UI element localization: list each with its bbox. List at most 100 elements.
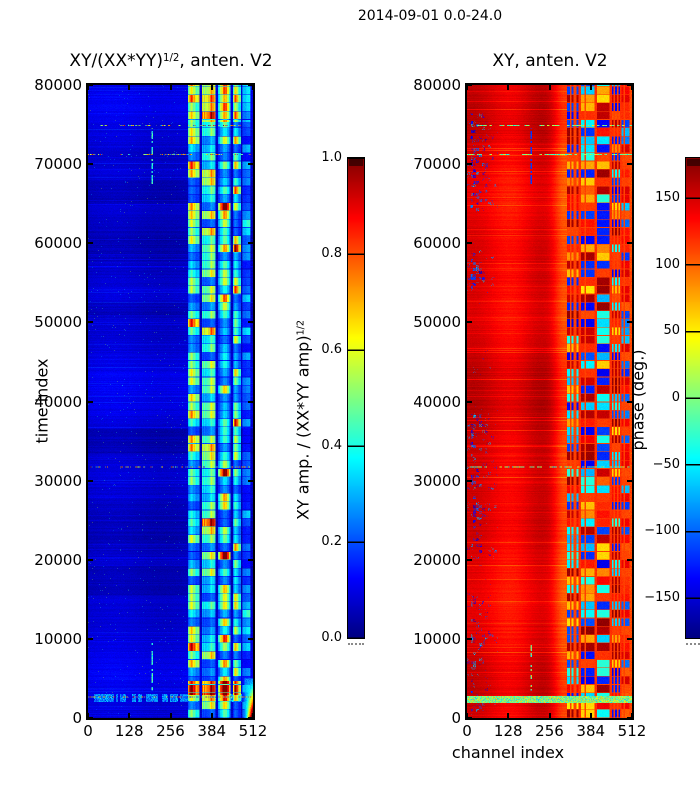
x-tick-mark xyxy=(210,85,213,90)
y-tick-mark xyxy=(627,321,632,324)
x-tick-label: 384 xyxy=(197,722,227,740)
y-tick-label: 70000 xyxy=(413,155,461,174)
y-tick-mark xyxy=(467,242,472,245)
x-tick-mark xyxy=(631,85,632,90)
y-tick-label: 20000 xyxy=(413,550,461,569)
y-tick-mark xyxy=(467,558,472,561)
y-tick-mark xyxy=(627,717,632,718)
x-tick-mark xyxy=(467,713,468,718)
left-plot-title-rest: , anten. V2 xyxy=(179,51,273,71)
y-tick-label: 40000 xyxy=(34,392,82,411)
x-tick-mark xyxy=(548,713,551,718)
y-tick-mark xyxy=(88,242,93,245)
y-tick-label: 30000 xyxy=(34,471,82,490)
y-tick-mark xyxy=(248,85,253,86)
y-tick-mark xyxy=(467,85,472,86)
y-tick-mark xyxy=(627,85,632,86)
colorbar-tick-label: 100 xyxy=(655,256,680,272)
x-tick-mark xyxy=(507,85,510,90)
y-tick-label: 30000 xyxy=(413,471,461,490)
colorbar-tick-label: 0.8 xyxy=(321,246,342,261)
y-tick-mark xyxy=(627,163,632,166)
colorbar-tick-label: 0.2 xyxy=(321,534,342,549)
colorbar-tick-label: 0 xyxy=(671,390,680,405)
y-tick-mark xyxy=(627,637,632,640)
y-tick-mark xyxy=(627,558,632,561)
left-colorbar xyxy=(347,157,365,639)
colorbar-tick-label: −100 xyxy=(644,523,680,539)
y-tick-label: 50000 xyxy=(413,313,461,332)
x-tick-label: 0 xyxy=(462,722,472,740)
y-tick-mark xyxy=(88,558,93,561)
x-tick-label: 512 xyxy=(238,722,268,740)
x-tick-mark xyxy=(88,713,89,718)
y-tick-mark xyxy=(627,242,632,245)
y-tick-label: 60000 xyxy=(413,234,461,253)
y-tick-mark xyxy=(467,400,472,403)
colorbar-tick-label: −150 xyxy=(644,590,680,605)
y-tick-mark xyxy=(467,163,472,166)
right-plot-title: XY, anten. V2 xyxy=(492,51,608,71)
right-heatmap-image xyxy=(467,85,632,718)
y-tick-label: 0 xyxy=(72,709,82,727)
x-tick-mark xyxy=(210,713,213,718)
y-tick-mark xyxy=(467,321,472,324)
x-tick-label: 256 xyxy=(156,722,185,740)
x-tick-label: 384 xyxy=(576,722,606,740)
y-tick-mark xyxy=(248,321,253,324)
y-tick-mark xyxy=(88,85,93,86)
x-tick-label: 512 xyxy=(617,722,647,740)
y-tick-mark xyxy=(627,400,632,403)
y-tick-label: 50000 xyxy=(34,313,82,332)
colorbar-tick-label: 0.0 xyxy=(321,630,342,645)
x-tick-mark xyxy=(467,85,468,90)
y-tick-mark xyxy=(88,637,93,640)
right-heatmap-axes xyxy=(465,83,634,720)
left-plot-title-superscript: 1/2 xyxy=(163,52,180,64)
y-tick-mark xyxy=(88,717,93,718)
x-tick-mark xyxy=(252,85,253,90)
left-heatmap-image xyxy=(88,85,253,718)
y-tick-mark xyxy=(88,163,93,166)
colorbar-tick-label: 150 xyxy=(655,190,680,205)
left-colorbar-under-dots xyxy=(348,643,364,645)
left-plot-title-base: XY/(XX*YY) xyxy=(69,51,164,71)
y-tick-mark xyxy=(248,163,253,166)
x-tick-mark xyxy=(507,713,510,718)
x-tick-mark xyxy=(128,713,131,718)
y-tick-label: 70000 xyxy=(34,155,82,174)
right-colorbar-gradient xyxy=(686,158,700,638)
y-tick-label: 40000 xyxy=(413,392,461,411)
y-tick-mark xyxy=(248,479,253,482)
x-tick-mark xyxy=(169,713,172,718)
channel-index-axis-label: channel index xyxy=(451,743,565,762)
right-colorbar xyxy=(685,157,700,639)
y-tick-mark xyxy=(467,479,472,482)
y-tick-label: 20000 xyxy=(34,550,82,569)
left-colorbar-gradient xyxy=(348,158,364,638)
right-colorbar-under-dots xyxy=(686,643,700,645)
x-tick-label: 0 xyxy=(83,722,93,740)
left-heatmap-axes xyxy=(86,83,255,720)
y-tick-label: 10000 xyxy=(34,629,82,648)
y-tick-label: 80000 xyxy=(34,76,82,94)
y-tick-mark xyxy=(467,637,472,640)
y-tick-mark xyxy=(248,558,253,561)
x-tick-mark xyxy=(252,713,253,718)
x-tick-mark xyxy=(631,713,632,718)
y-tick-mark xyxy=(248,637,253,640)
x-tick-mark xyxy=(589,85,592,90)
x-tick-mark xyxy=(548,85,551,90)
figure-title: 2014-09-01 0.0-24.0 xyxy=(357,8,503,24)
y-tick-mark xyxy=(248,400,253,403)
colorbar-tick-label: 1.0 xyxy=(321,150,342,165)
y-tick-mark xyxy=(88,400,93,403)
colorbar-tick-label: 0.4 xyxy=(321,438,342,453)
y-tick-mark xyxy=(467,717,472,718)
x-tick-mark xyxy=(128,85,131,90)
left-colorbar-label-superscript: 1/2 xyxy=(295,319,307,336)
x-tick-label: 256 xyxy=(535,722,564,740)
y-tick-label: 10000 xyxy=(413,629,461,648)
colorbar-tick-label: 50 xyxy=(663,323,680,339)
